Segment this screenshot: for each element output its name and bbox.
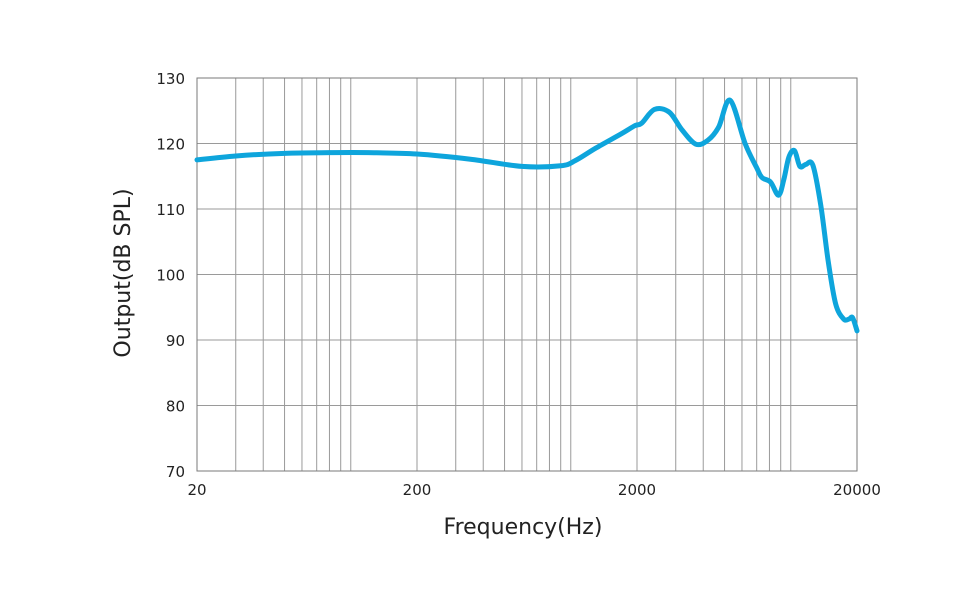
series-layer [194,97,860,334]
y-tick-labels: 70 80 90 100 110 120 130 [156,70,185,481]
x-tick-label: 2000 [618,481,656,499]
y-tick-label: 80 [166,398,185,416]
y-axis-title: Output(dB SPL) [111,188,136,357]
x-axis-title: Frequency(Hz) [444,515,603,540]
y-tick-label: 90 [166,332,185,350]
y-tick-label: 70 [166,463,185,481]
x-tick-labels: 20 200 2000 20000 [187,481,880,499]
y-tick-label: 110 [156,201,185,219]
horizontal-grid-lines [197,77,857,472]
y-tick-label: 130 [156,70,185,88]
x-tick-label: 20 [187,481,206,499]
x-tick-label: 20000 [833,481,881,499]
y-tick-label: 100 [156,267,185,285]
x-tick-label: 200 [403,481,432,499]
plot-frame [196,77,858,472]
frequency-response-line [194,97,860,334]
y-tick-label: 120 [156,136,185,154]
